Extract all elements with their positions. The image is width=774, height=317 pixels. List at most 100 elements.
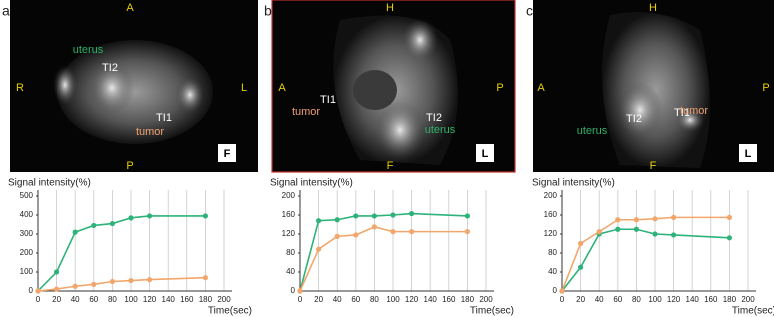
series-line	[37, 215, 206, 292]
series-line	[561, 216, 730, 292]
x-tick-label: 160	[180, 295, 194, 304]
data-point	[72, 229, 78, 235]
y-tick-label: 200	[282, 191, 296, 200]
image-annotation: H	[386, 2, 394, 14]
data-point	[615, 217, 621, 223]
y-tick-label: 500	[20, 191, 34, 200]
y-tick-label: 160	[282, 210, 296, 219]
image-annotation: TI2	[102, 62, 118, 74]
data-point	[726, 235, 733, 241]
x-tick-label: 60	[351, 295, 360, 304]
x-tick-label: 20	[52, 295, 61, 304]
x-tick-label: 120	[143, 295, 157, 304]
x-tick-label: 60	[89, 295, 98, 304]
image-annotation: H	[649, 2, 657, 14]
x-tick-label: 200	[479, 295, 493, 304]
image-annotation: TI2	[626, 113, 642, 125]
x-tick-label: 140	[424, 295, 438, 304]
image-annotation: A	[278, 82, 286, 94]
data-point	[371, 213, 377, 219]
x-tick-label: 0	[36, 295, 41, 304]
x-tick-label: 40	[333, 295, 342, 304]
data-point	[54, 286, 60, 292]
x-tick-label: 20	[576, 295, 585, 304]
x-tick-label: 60	[613, 295, 622, 304]
x-tick-label: 100	[648, 295, 662, 304]
data-point	[128, 277, 134, 284]
image-annotation: uterus	[425, 124, 456, 136]
x-tick-label: 140	[686, 295, 700, 304]
data-point	[72, 283, 78, 289]
mri-a	[10, 0, 258, 172]
x-tick-label: 120	[405, 295, 419, 304]
image-annotation: R	[16, 82, 24, 94]
image-annotation: P	[126, 160, 133, 172]
x-axis-title: Time(sec)	[208, 306, 252, 317]
image-annotation: uterus	[577, 125, 608, 137]
data-point	[91, 222, 97, 229]
y-tick-label: 120	[544, 229, 558, 238]
data-point	[371, 224, 377, 230]
x-tick-label: 0	[298, 295, 303, 304]
panel-label: a	[2, 3, 10, 19]
x-tick-label: 100	[386, 295, 400, 304]
data-point	[671, 232, 677, 238]
image-annotation: tumor	[136, 126, 164, 138]
x-tick-label: 40	[595, 295, 604, 304]
data-point	[316, 218, 322, 224]
data-point	[464, 229, 470, 235]
x-tick-label: 160	[442, 295, 456, 304]
x-tick-label: 180	[461, 295, 475, 304]
image-annotation: F	[224, 148, 231, 160]
series-line	[299, 212, 468, 292]
image-annotation: TI1	[320, 94, 336, 106]
image-annotation: P	[496, 82, 503, 94]
data-point	[671, 214, 677, 220]
y-tick-label: 160	[544, 210, 558, 219]
y-tick-label: 300	[20, 229, 34, 238]
x-tick-label: 200	[217, 295, 231, 304]
image-annotation: TI2	[426, 112, 442, 124]
panel-label: c	[526, 3, 533, 19]
y-tick-label: 400	[20, 210, 34, 219]
x-axis-title: Time(sec)	[470, 306, 514, 317]
data-point	[334, 233, 340, 239]
data-point	[390, 229, 396, 235]
data-point	[633, 226, 640, 232]
y-tick-label: 0	[553, 286, 558, 295]
data-point	[409, 229, 415, 235]
y-tick-label: 200	[544, 191, 558, 200]
data-point	[390, 212, 396, 218]
y-tick-label: 200	[20, 248, 34, 257]
image-annotation: L	[482, 148, 489, 160]
data-point	[297, 288, 303, 294]
y-axis-title: Signal intensity(%)	[270, 178, 353, 189]
data-point	[54, 269, 60, 275]
image-annotation: TI1	[156, 112, 172, 124]
mri-c	[533, 0, 774, 172]
y-tick-label: 80	[548, 248, 557, 257]
data-point	[726, 214, 733, 220]
data-point	[615, 226, 621, 232]
data-point	[652, 231, 658, 237]
x-tick-label: 140	[162, 295, 176, 304]
data-point	[128, 215, 134, 221]
x-tick-label: 40	[71, 295, 80, 304]
x-tick-label: 180	[199, 295, 213, 304]
data-point	[109, 220, 115, 227]
series-line	[299, 226, 468, 292]
series-line	[37, 276, 206, 292]
x-tick-label: 0	[560, 295, 565, 304]
y-tick-label: 0	[291, 286, 296, 295]
y-tick-label: 0	[29, 286, 34, 295]
x-tick-label: 80	[370, 295, 379, 304]
image-annotation: L	[241, 82, 247, 94]
panel-label: b	[264, 3, 272, 19]
image-annotation: A	[537, 82, 545, 94]
x-tick-label: 120	[667, 295, 681, 304]
image-annotation: tumor	[680, 105, 708, 117]
x-tick-label: 100	[124, 295, 138, 304]
data-point	[409, 210, 415, 217]
data-point	[147, 277, 153, 283]
